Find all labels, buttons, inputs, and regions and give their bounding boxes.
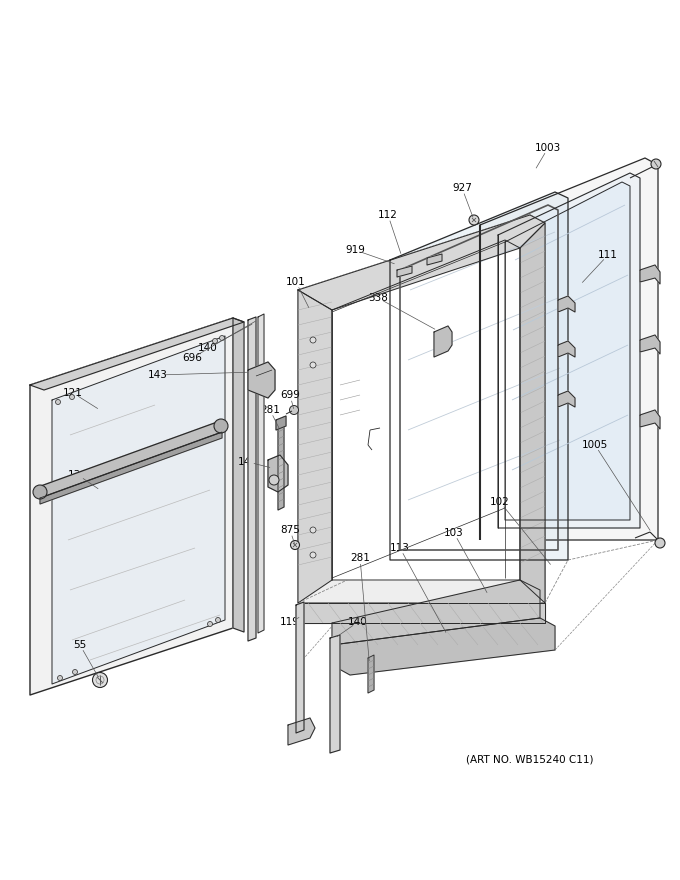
Polygon shape <box>40 432 222 504</box>
Polygon shape <box>558 391 575 407</box>
Circle shape <box>214 419 228 433</box>
Polygon shape <box>38 421 222 498</box>
Circle shape <box>207 621 212 627</box>
Circle shape <box>310 527 316 533</box>
Polygon shape <box>498 173 640 528</box>
Polygon shape <box>480 158 658 540</box>
Polygon shape <box>640 410 660 429</box>
Polygon shape <box>248 317 256 641</box>
Polygon shape <box>276 416 286 430</box>
Polygon shape <box>298 215 545 310</box>
Circle shape <box>73 670 78 674</box>
Polygon shape <box>30 318 233 695</box>
Text: 875: 875 <box>280 525 300 535</box>
Polygon shape <box>288 718 315 745</box>
Polygon shape <box>330 635 340 753</box>
Text: 1005: 1005 <box>582 440 608 450</box>
Polygon shape <box>52 336 225 684</box>
Circle shape <box>58 676 63 680</box>
Polygon shape <box>30 318 244 390</box>
Circle shape <box>33 485 47 499</box>
Circle shape <box>469 215 479 225</box>
Polygon shape <box>233 318 244 632</box>
Text: 113: 113 <box>390 543 410 553</box>
Polygon shape <box>332 580 540 645</box>
Polygon shape <box>390 192 568 560</box>
Polygon shape <box>505 182 630 520</box>
Text: 119: 119 <box>280 617 300 627</box>
Polygon shape <box>558 296 575 312</box>
Circle shape <box>310 552 316 558</box>
Polygon shape <box>248 362 275 398</box>
Circle shape <box>290 406 299 414</box>
Text: 111: 111 <box>598 250 618 260</box>
Text: 919: 919 <box>345 245 365 255</box>
Text: 281: 281 <box>260 405 280 415</box>
Text: 699: 699 <box>280 390 300 400</box>
Circle shape <box>655 538 665 548</box>
Polygon shape <box>397 266 412 277</box>
Polygon shape <box>640 265 660 284</box>
Polygon shape <box>332 240 520 580</box>
Polygon shape <box>298 603 545 623</box>
Circle shape <box>92 672 107 687</box>
Circle shape <box>69 394 75 400</box>
Polygon shape <box>434 326 452 357</box>
Text: 338: 338 <box>368 293 388 303</box>
Polygon shape <box>368 655 374 693</box>
Polygon shape <box>298 215 545 603</box>
Text: 136: 136 <box>68 470 88 480</box>
Text: 1003: 1003 <box>535 143 561 153</box>
Polygon shape <box>640 335 660 354</box>
Text: 142: 142 <box>238 457 258 467</box>
Text: 927: 927 <box>452 183 472 193</box>
Text: (ART NO. WB15240 C11): (ART NO. WB15240 C11) <box>466 755 594 765</box>
Text: 102: 102 <box>490 497 510 507</box>
Circle shape <box>216 618 220 622</box>
Circle shape <box>212 339 218 343</box>
Polygon shape <box>427 254 442 265</box>
Circle shape <box>310 362 316 368</box>
Text: 103: 103 <box>444 528 464 538</box>
Text: 143: 143 <box>148 370 168 380</box>
Text: 140: 140 <box>348 617 368 627</box>
Polygon shape <box>296 602 304 733</box>
Text: 101: 101 <box>286 277 306 287</box>
Polygon shape <box>298 290 332 603</box>
Text: 140: 140 <box>198 343 218 353</box>
Text: 112: 112 <box>378 210 398 220</box>
Circle shape <box>290 540 299 549</box>
Text: 55: 55 <box>73 640 86 650</box>
Polygon shape <box>258 314 264 633</box>
Circle shape <box>651 159 661 169</box>
Text: 121: 121 <box>63 388 83 398</box>
Circle shape <box>310 337 316 343</box>
Polygon shape <box>278 417 284 510</box>
Polygon shape <box>268 455 288 492</box>
Text: 281: 281 <box>350 553 370 563</box>
Polygon shape <box>332 618 555 675</box>
Circle shape <box>56 400 61 405</box>
Polygon shape <box>558 341 575 357</box>
Text: 696: 696 <box>182 353 202 363</box>
Circle shape <box>220 335 224 341</box>
Polygon shape <box>520 223 545 603</box>
Circle shape <box>269 475 279 485</box>
